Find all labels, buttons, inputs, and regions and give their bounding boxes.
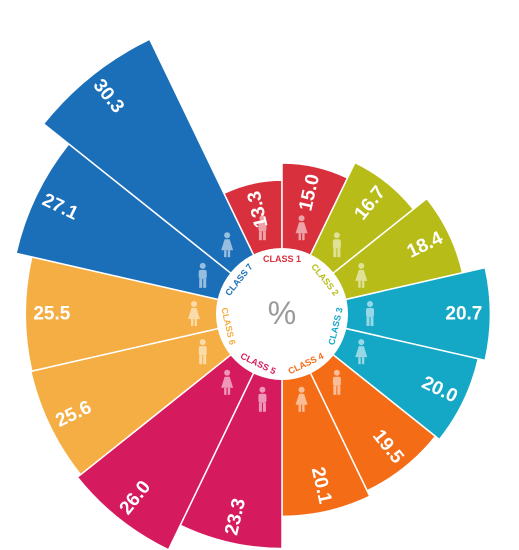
male-icon [258,215,267,241]
male-icon [366,301,374,326]
female-icon [355,262,368,288]
value-label: 20.7 [445,304,482,325]
value-label: 25.5 [33,304,70,325]
female-icon [221,369,234,395]
male-icon [258,386,267,412]
male-icon [332,369,341,395]
inner-ring [216,248,348,380]
icons-layer [188,215,374,412]
wedges-layer [15,38,492,550]
female-icon [221,232,234,258]
female-icon [355,339,368,365]
male-icon [198,262,207,288]
class-label: CLASS 1 [263,254,301,264]
center-label: % [268,295,296,331]
male-icon [198,339,207,365]
female-icon [295,386,308,412]
male-icon [332,232,341,258]
female-icon [295,215,308,241]
female-icon [188,301,200,326]
